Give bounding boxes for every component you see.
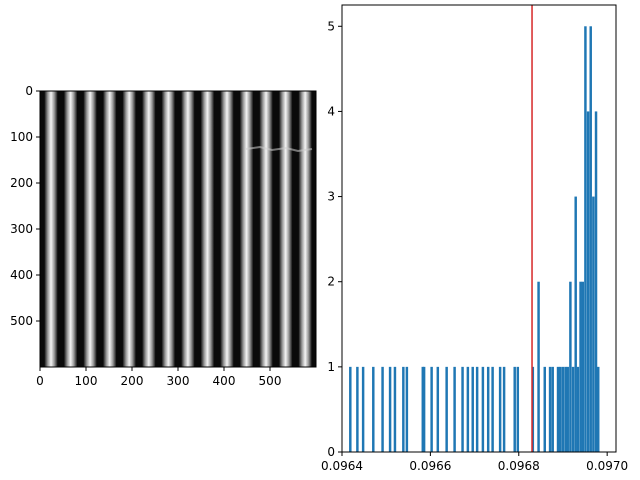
- image-y-axis: 0 100 200 300 400 500: [10, 84, 40, 328]
- histogram-bar: [571, 366, 575, 452]
- histogram-bar: [584, 26, 587, 453]
- histogram-bar: [594, 111, 598, 452]
- histogram-bar: [481, 366, 485, 452]
- histogram-bar: [569, 281, 572, 452]
- histogram-bar: [491, 366, 494, 452]
- histogram-y-tick-label: 2: [327, 275, 335, 289]
- histogram-bar: [421, 366, 425, 452]
- histogram-bar: [589, 26, 592, 453]
- histogram-bar: [466, 366, 470, 452]
- histogram-bar: [381, 366, 384, 452]
- image-stripe: [259, 91, 273, 367]
- stripe-group: [44, 91, 312, 367]
- image-y-tick-label: 0: [25, 84, 33, 98]
- histogram-bar: [531, 366, 535, 452]
- image-stripe: [298, 91, 312, 367]
- histogram-frame: [341, 4, 617, 453]
- histogram-bar: [592, 196, 595, 452]
- image-y-tick-label: 300: [10, 222, 33, 236]
- histogram-bar: [361, 366, 365, 452]
- image-stripe: [83, 91, 97, 367]
- image-x-tick-label: 100: [75, 374, 98, 388]
- histogram-y-tick-label: 0: [327, 445, 335, 459]
- histogram-x-tick-label: 0.0970: [586, 459, 628, 473]
- histogram-bar: [566, 366, 569, 452]
- histogram-y-tick-label: 3: [327, 190, 335, 204]
- histogram-bar: [551, 366, 554, 452]
- histogram-bar: [372, 366, 375, 452]
- image-stripe: [279, 91, 293, 367]
- histogram-bar: [405, 366, 409, 452]
- histogram-bars: [349, 26, 600, 453]
- image-panel: 0 100 200 300 400 500 0 100 200 300 400 500: [10, 84, 317, 388]
- image-x-tick-label: 500: [259, 374, 282, 388]
- histogram-bar: [498, 366, 502, 452]
- histogram-bar: [422, 366, 426, 452]
- image-stripe: [201, 91, 214, 367]
- histogram-bar: [486, 366, 490, 452]
- image-stripe: [64, 91, 78, 367]
- histogram-panel: 0.0964 0.0966 0.0968 0.0970 0 1 2 3 4 5: [321, 4, 628, 473]
- histogram-bar: [502, 366, 506, 452]
- histogram-y-tick-label: 1: [327, 360, 335, 374]
- image-stripe: [44, 91, 58, 367]
- histogram-x-tick-label: 0.0968: [498, 459, 540, 473]
- image-x-tick-label: 0: [36, 374, 44, 388]
- image-y-tick-label: 100: [10, 130, 33, 144]
- image-background: [40, 91, 316, 367]
- histogram-bar: [596, 366, 600, 452]
- histogram-bar: [402, 366, 405, 452]
- image-stripe: [122, 91, 136, 367]
- image-stripe: [161, 91, 175, 367]
- histogram-bar: [475, 366, 479, 452]
- histogram-bar: [543, 366, 546, 452]
- histogram-y-tick-label: 4: [327, 104, 335, 118]
- histogram-bar: [576, 366, 580, 452]
- histogram-bar: [581, 281, 585, 452]
- image-stripe: [240, 91, 253, 367]
- histogram-bar: [564, 366, 567, 452]
- histogram-bar: [558, 366, 562, 452]
- image-x-axis: 0 100 200 300 400 500: [36, 367, 281, 388]
- histogram-bar: [579, 281, 582, 452]
- image-stripe: [103, 91, 117, 367]
- histogram-bar: [430, 366, 433, 452]
- histogram-bar: [388, 366, 392, 452]
- image-x-tick-label: 400: [213, 374, 236, 388]
- image-y-tick-label: 500: [10, 314, 33, 328]
- image-y-tick-label: 200: [10, 176, 33, 190]
- histogram-bar: [586, 111, 590, 452]
- histogram-bar: [556, 366, 560, 452]
- histogram-bar: [513, 366, 516, 452]
- histogram-bar: [445, 366, 448, 452]
- image-stripe: [220, 91, 234, 367]
- histogram-y-tick-label: 5: [327, 19, 335, 33]
- histogram-x-tick-label: 0.0964: [321, 459, 363, 473]
- histogram-bar: [453, 366, 456, 452]
- histogram-bar: [574, 196, 577, 452]
- image-x-tick-label: 200: [121, 374, 144, 388]
- histogram-bar: [356, 366, 359, 452]
- histogram-bar: [393, 366, 397, 452]
- histogram-x-axis: 0.0964 0.0966 0.0968 0.0970: [321, 452, 628, 473]
- histogram-y-axis: 0 1 2 3 4 5: [327, 19, 342, 459]
- image-stripe: [181, 91, 195, 367]
- image-x-tick-label: 300: [167, 374, 190, 388]
- histogram-bar: [537, 281, 540, 452]
- image-y-tick-label: 400: [10, 268, 33, 282]
- histogram-bar: [471, 366, 474, 452]
- histogram-bar: [461, 366, 464, 452]
- image-stripe: [142, 91, 156, 367]
- histogram-bar: [349, 366, 352, 452]
- histogram-bar: [516, 366, 520, 452]
- histogram-bar: [561, 366, 565, 452]
- histogram-bar: [548, 366, 552, 452]
- image-artifact: [245, 145, 313, 153]
- histogram-x-tick-label: 0.0966: [409, 459, 451, 473]
- histogram-bar: [436, 366, 440, 452]
